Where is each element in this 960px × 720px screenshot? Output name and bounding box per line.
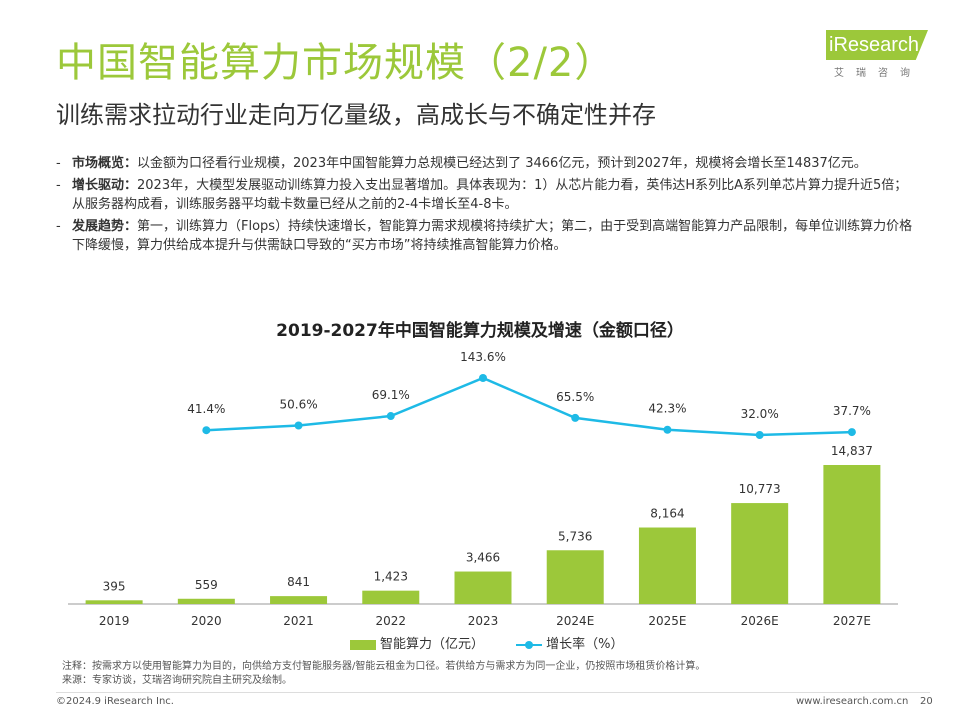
growth-rate-point — [755, 431, 764, 439]
growth-rate-label: 65.5% — [556, 390, 594, 404]
chart-notes: 注释：按需求方以使用智能算力为目的，向供给方支付智能服务器/智能云租金为口径。若… — [62, 660, 705, 688]
growth-rate-label: 69.1% — [372, 388, 410, 402]
logo-wordmark: iResearch — [829, 34, 920, 56]
x-tick-label: 2025E — [648, 614, 686, 628]
growth-rate-label: 32.0% — [741, 407, 779, 421]
growth-rate-point — [663, 425, 672, 434]
logo-mark — [826, 30, 928, 60]
bar-2026E — [731, 503, 789, 604]
bar-value-label: 395 — [103, 579, 126, 593]
legend-line-swatch — [516, 640, 543, 650]
bar-2021 — [270, 596, 328, 604]
legend-line-label: 增长率（%） — [546, 637, 624, 652]
growth-rate-point — [386, 412, 395, 421]
bar-value-label: 1,423 — [374, 570, 408, 584]
x-tick-label: 2027E — [833, 614, 871, 628]
x-tick-label: 2019 — [99, 614, 130, 628]
growth-rate-point — [479, 374, 487, 382]
growth-rate-label: 41.4% — [187, 402, 225, 416]
bullet-growth-drivers: - 增长驱动：2023年，大模型发展驱动训练算力投入支出显著增加。具体表现为：1… — [56, 176, 916, 214]
bar-2027E — [823, 465, 881, 604]
bar-2019 — [85, 600, 143, 604]
growth-rate-label: 37.7% — [833, 404, 871, 418]
bar-2022 — [362, 590, 420, 604]
bullet-development-trends: - 发展趋势：第一，训练算力（Flops）持续快速增长，智能算力需求规模将持续扩… — [56, 217, 916, 255]
legend-bar-label: 智能算力（亿元） — [380, 637, 485, 652]
source-text: 来源：专家访谈，艾瑞咨询研究院自主研究及绘制。 — [62, 675, 292, 686]
page-title: 中国智能算力市场规模（2/2） — [56, 40, 616, 86]
growth-rate-label: 143.6% — [460, 350, 506, 364]
growth-rate-point — [294, 421, 303, 430]
x-tick-label: 2024E — [556, 614, 594, 628]
bar-2020 — [177, 598, 235, 604]
logo-chinese-name: 艾瑞咨询 — [834, 68, 922, 79]
growth-rate-label: 42.3% — [648, 402, 686, 416]
bar-value-label: 10,773 — [739, 482, 781, 496]
bullet-dash: - — [56, 219, 61, 234]
bullet-text: 第一，训练算力（Flops）持续快速增长，智能算力需求规模将持续扩大；第二，由于… — [72, 219, 913, 253]
legend-item-bar: 智能算力（亿元） — [350, 633, 484, 652]
x-tick-label: 2022 — [376, 614, 407, 628]
bullet-dash: - — [56, 156, 61, 171]
website-link: www.iresearch.com.cn — [796, 696, 909, 707]
page-number: 20 — [920, 696, 933, 707]
bar-value-label: 14,837 — [831, 444, 873, 458]
legend-bar-swatch — [350, 639, 376, 650]
bar-value-label: 3,466 — [466, 551, 500, 565]
copyright: ©2024.9 iResearch Inc. — [56, 696, 174, 707]
growth-rate-label: 50.6% — [279, 398, 317, 412]
iresearch-logo: iResearch 艾瑞咨询 — [826, 30, 934, 86]
x-tick-label: 2020 — [191, 614, 222, 628]
bar-2024E — [546, 550, 604, 604]
chart-title: 2019-2027年中国智能算力规模及增速（金额口径） — [276, 321, 684, 341]
growth-rate-point — [202, 426, 211, 435]
bullet-text: 以金额为口径看行业规模，2023年中国智能算力总规模已经达到了 3466亿元，预… — [137, 156, 867, 171]
legend-item-line: 增长率（%） — [516, 633, 624, 652]
x-tick-label: 2023 — [468, 614, 499, 628]
summary-bullets: - 市场概览：以金额为口径看行业规模，2023年中国智能算力总规模已经达到了 3… — [56, 154, 916, 258]
bullet-dash: - — [56, 178, 61, 193]
bullet-heading: 增长驱动： — [72, 178, 138, 193]
growth-rate-point — [847, 428, 856, 437]
bar-value-label: 559 — [195, 578, 218, 592]
page-subtitle: 训练需求拉动行业走向万亿量级，高成长与不确定性并存 — [56, 101, 656, 129]
bar-value-label: 8,164 — [650, 507, 684, 521]
bar-2025E — [638, 527, 696, 604]
bullet-market-overview: - 市场概览：以金额为口径看行业规模，2023年中国智能算力总规模已经达到了 3… — [56, 154, 916, 173]
chart-legend: 智能算力（亿元） 增长率（%） — [350, 633, 652, 652]
x-tick-label: 2026E — [741, 614, 779, 628]
bullet-heading: 发展趋势： — [72, 219, 138, 234]
x-tick-label: 2021 — [283, 614, 314, 628]
footer-divider — [56, 692, 930, 693]
bullet-heading: 市场概览： — [72, 156, 138, 171]
note-text: 注释：按需求方以使用智能算力为目的，向供给方支付智能服务器/智能云租金为口径。若… — [62, 661, 706, 672]
bar-value-label: 5,736 — [558, 529, 592, 543]
bar-value-label: 841 — [287, 575, 310, 589]
bullet-text: 2023年，大模型发展驱动训练算力投入支出显著增加。具体表现为：1）从芯片能力看… — [72, 178, 908, 212]
growth-rate-point — [571, 413, 580, 422]
growth-rate-line — [206, 376, 852, 437]
bar-2023 — [454, 571, 512, 604]
